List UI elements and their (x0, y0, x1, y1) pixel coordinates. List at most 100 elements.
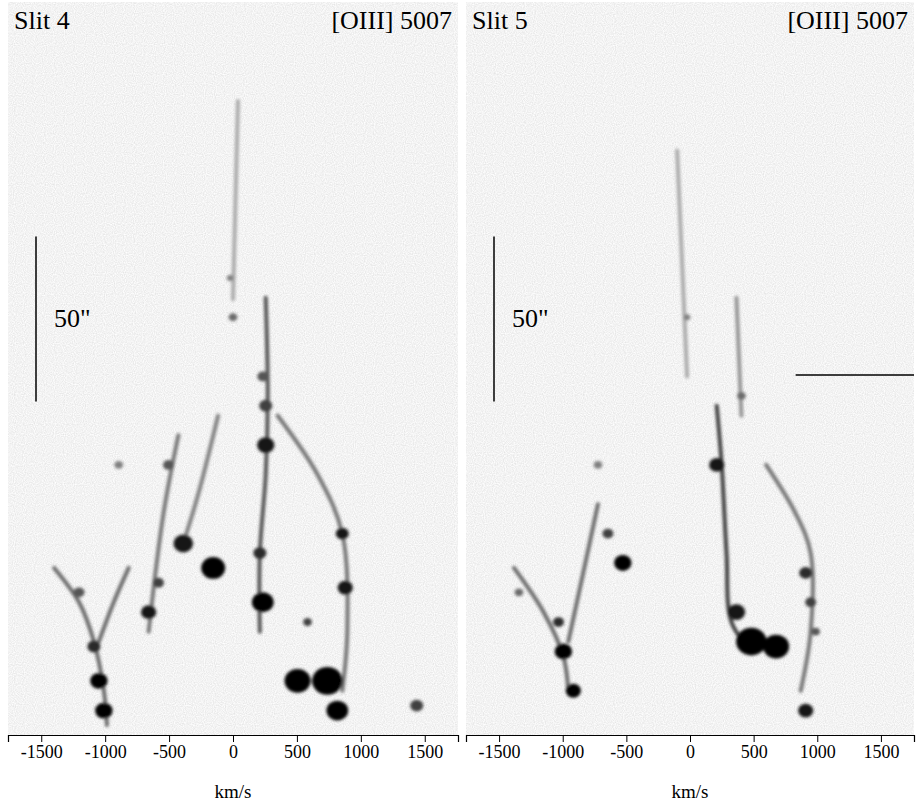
scale-bar (35, 236, 37, 401)
knot (805, 597, 816, 607)
tick: -1000 (85, 735, 127, 762)
filament (149, 435, 179, 631)
x-axis: -1500 -1000 -500 0 500 1000 1500 (9, 735, 459, 762)
figure: -1500 -1000 -500 0 500 1000 1500 km/s Slit 4 [OII… (0, 0, 922, 811)
tick: 500 (741, 735, 768, 762)
tick-label: -1000 (542, 742, 584, 762)
filament (568, 504, 598, 641)
tick: -1000 (542, 735, 584, 762)
tick: -500 (153, 735, 186, 762)
knot (737, 392, 746, 400)
knot (74, 587, 85, 597)
tick: 0 (686, 735, 695, 762)
knot (602, 529, 613, 539)
tick-label: 0 (686, 742, 695, 762)
knot (227, 275, 234, 281)
tick: -500 (610, 735, 643, 762)
scale-bar (493, 236, 495, 401)
knot (336, 528, 349, 540)
tick-label: 1500 (407, 742, 443, 762)
tick-label: -1500 (21, 742, 63, 762)
background (466, 2, 914, 735)
knot (594, 461, 603, 469)
tick-label: 500 (741, 742, 768, 762)
filament (233, 101, 238, 299)
emission-soft (54, 101, 423, 725)
knot (553, 617, 564, 627)
tick-label: 0 (229, 742, 238, 762)
knot (763, 635, 789, 659)
knot (284, 669, 310, 693)
title: Slit 5 (472, 6, 528, 35)
background (8, 2, 458, 735)
knot (257, 371, 268, 381)
tick: -1500 (479, 735, 521, 762)
marker-line (796, 374, 914, 376)
tick: 1000 (800, 735, 836, 762)
knot (798, 704, 813, 718)
tick: 500 (284, 735, 311, 762)
tick: 1500 (863, 735, 899, 762)
filament (514, 568, 568, 691)
scale-bar-label: 50" (512, 304, 549, 333)
emission (514, 151, 820, 718)
tick-label: -500 (610, 742, 643, 762)
filament (259, 298, 267, 632)
filament (278, 416, 348, 691)
knot (257, 437, 274, 453)
tick-label: -500 (153, 742, 186, 762)
title: Slit 4 (14, 6, 70, 35)
knot (173, 535, 193, 553)
emission (54, 101, 423, 725)
subtitle: [OIII] 5007 (331, 6, 452, 35)
tick: 0 (229, 735, 238, 762)
knot (253, 547, 266, 559)
knot (614, 555, 631, 571)
knot (728, 604, 745, 620)
knot (141, 605, 156, 619)
axis-title: km/s (215, 781, 252, 802)
filament (54, 568, 107, 725)
knot (229, 313, 238, 321)
emission-soft (514, 151, 820, 718)
tick: -1500 (21, 735, 63, 762)
knot (338, 581, 353, 595)
knot (515, 588, 524, 596)
tick-label: 1500 (863, 742, 899, 762)
filament (99, 568, 129, 642)
knot (259, 400, 272, 412)
knot (736, 628, 767, 656)
tick-label: -1500 (479, 742, 521, 762)
tick: 1000 (343, 735, 379, 762)
tick-label: -1000 (85, 742, 127, 762)
knot (566, 684, 581, 698)
filament (183, 416, 218, 544)
panel: -1500 -1000 -500 0 500 1000 1500 km/s Slit 5 [OII… (466, 2, 915, 802)
knot (153, 578, 164, 588)
x-axis: -1500 -1000 -500 0 500 1000 1500 (467, 735, 915, 762)
knot (684, 314, 691, 320)
tick: 1500 (407, 735, 443, 762)
axis-title: km/s (672, 781, 709, 802)
knot (114, 461, 123, 469)
knot (163, 460, 174, 470)
knot (709, 458, 724, 472)
knot (555, 644, 572, 660)
knot (252, 592, 274, 612)
subtitle: [OIII] 5007 (787, 6, 908, 35)
knot (799, 567, 812, 579)
filament (677, 151, 687, 377)
tick-label: 1000 (343, 742, 379, 762)
scale-bar-label: 50" (54, 304, 91, 333)
knot (95, 703, 112, 719)
knot (303, 618, 312, 626)
tick-label: 500 (284, 742, 311, 762)
knot (811, 628, 820, 636)
tick-label: 1000 (800, 742, 836, 762)
knot (326, 701, 348, 721)
knot (90, 673, 107, 689)
knot (201, 557, 225, 579)
knot (87, 641, 100, 653)
knot (410, 700, 423, 712)
panel: -1500 -1000 -500 0 500 1000 1500 km/s Slit 4 [OII… (8, 2, 459, 802)
